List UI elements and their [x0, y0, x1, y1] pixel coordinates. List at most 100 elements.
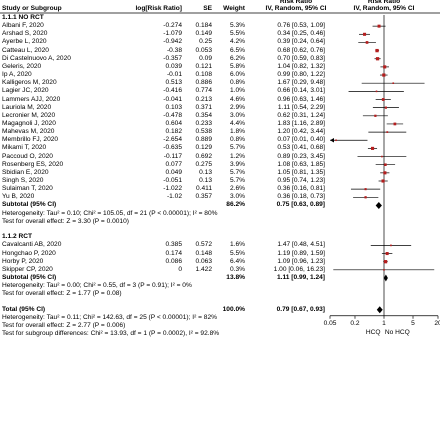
study-logrr: -0.942 — [163, 38, 182, 46]
study-se: 0.13 — [199, 168, 212, 176]
study-se: 1.422 — [195, 265, 212, 273]
x-tick-label: 5 — [411, 319, 415, 327]
point-estimate — [383, 171, 387, 175]
study-se: 0.108 — [195, 71, 212, 79]
study-name: Paccoud O, 2020 — [2, 152, 53, 160]
point-estimate — [375, 48, 379, 53]
study-name: Lecronier M, 2020 — [2, 111, 56, 119]
study-logrr: -2.654 — [163, 136, 182, 144]
study-se: 0.09 — [199, 54, 212, 62]
subgroup-title: 1.1.2 RCT — [2, 233, 33, 241]
study-logrr: -0.051 — [163, 177, 182, 184]
point-estimate — [364, 188, 367, 191]
total-heterogeneity: Heterogeneity: Tau² = 0.11; Chi² = 142.6… — [2, 313, 217, 321]
study-ci: 0.66 [0.14, 3.01] — [277, 87, 325, 95]
study-name: Mikami T, 2020 — [2, 144, 47, 152]
study-logrr: -0.01 — [166, 71, 182, 79]
study-weight: 5.8% — [229, 62, 245, 70]
study-logrr: 0.103 — [165, 103, 182, 111]
study-name: Yu B, 2020 — [2, 193, 35, 201]
point-estimate — [374, 114, 377, 117]
study-logrr: -1.02 — [166, 193, 182, 201]
point-estimate — [383, 65, 387, 69]
subtotal-ci: 1.11 [0.99, 1.24] — [276, 273, 325, 281]
study-name: Lagier JC, 2020 — [2, 87, 49, 95]
study-weight: 2.9% — [229, 103, 245, 111]
subtotal-weight: 86.2% — [226, 201, 245, 209]
header-logrr: log[Risk Ratio] — [135, 5, 182, 12]
study-name: Cavalcanti AB, 2020 — [2, 241, 62, 249]
study-ci: 0.96 [0.63, 1.46] — [277, 95, 325, 103]
study-ci: 1.67 [0.29, 9.48] — [277, 79, 325, 87]
study-logrr: 0.513 — [165, 79, 182, 87]
study-logrr: 0.039 — [165, 62, 182, 70]
study-weight: 5.5% — [229, 249, 245, 257]
study-name: Albani F, 2020 — [2, 22, 44, 30]
study-weight: 5.7% — [229, 177, 245, 184]
study-name: Catteau L, 2020 — [2, 46, 49, 54]
total-weight: 100.0% — [222, 305, 245, 313]
study-se: 0.184 — [195, 22, 212, 30]
study-weight: 6.5% — [229, 46, 245, 54]
point-estimate — [364, 196, 367, 199]
study-ci: 1.19 [0.89, 1.59] — [277, 249, 325, 257]
point-estimate — [393, 122, 397, 126]
study-logrr: 0.385 — [165, 241, 182, 249]
study-weight: 5.7% — [229, 144, 245, 152]
study-logrr: 0.604 — [165, 119, 182, 127]
header-study: Study or Subgroup — [2, 5, 62, 12]
study-weight: 6.0% — [229, 71, 245, 79]
study-weight: 4.4% — [229, 119, 245, 127]
study-ci: 0.39 [0.24, 0.64] — [277, 38, 325, 46]
overall-effect-text: Test for overall effect: Z = 3.30 (P = 0… — [2, 217, 129, 225]
study-se: 0.063 — [195, 257, 212, 265]
study-weight: 0.3% — [229, 265, 245, 273]
study-logrr: -0.274 — [163, 22, 182, 30]
study-weight: 5.7% — [229, 168, 245, 176]
overall-effect-text: Test for overall effect: Z = 1.77 (P = 0… — [2, 290, 122, 298]
study-name: Geleris, 2020 — [2, 62, 42, 70]
study-name: Sbidian E, 2020 — [2, 168, 49, 176]
study-name: Lauriola M, 2020 — [2, 103, 52, 111]
point-estimate — [381, 155, 383, 158]
point-estimate — [383, 260, 388, 264]
study-ci: 1.05 [0.81, 1.35] — [277, 168, 325, 176]
study-se: 0.149 — [195, 30, 212, 38]
point-estimate — [381, 98, 385, 101]
point-estimate — [382, 73, 386, 77]
study-weight: 0.8% — [229, 79, 245, 87]
study-ci: 0.36 [0.18, 0.73] — [277, 193, 325, 201]
point-estimate — [385, 252, 389, 256]
study-ci: 0.76 [0.53, 1.09] — [277, 22, 325, 30]
study-se: 0.213 — [195, 95, 212, 103]
subtotal-weight: 13.8% — [226, 273, 245, 281]
study-weight: 1.2% — [229, 152, 245, 160]
point-estimate — [383, 269, 385, 271]
study-name: Horby P, 2020 — [2, 257, 44, 265]
study-weight: 2.6% — [229, 185, 245, 193]
study-name: Sulaiman T, 2020 — [2, 185, 53, 193]
study-weight: 6.2% — [229, 54, 245, 62]
study-name: Rosenberg ES, 2020 — [2, 160, 64, 168]
study-weight: 5.3% — [229, 22, 245, 30]
study-ci: 0.68 [0.62, 0.76] — [277, 46, 325, 54]
study-ci: 1.83 [1.16, 2.89] — [277, 119, 325, 127]
study-name: Ayerbe L, 2020 — [2, 38, 47, 46]
ci-arrow — [330, 138, 334, 143]
study-logrr: -0.416 — [163, 87, 182, 95]
heterogeneity-text: Heterogeneity: Tau² = 0.00; Chi² = 0.55,… — [2, 282, 192, 290]
study-se: 0.121 — [195, 62, 212, 70]
x-tick-label: 0.2 — [350, 319, 360, 327]
study-name: Ip A, 2020 — [2, 71, 32, 79]
study-logrr: 0.086 — [165, 257, 182, 265]
study-se: 0.148 — [195, 249, 212, 257]
header-rr-sub: IV, Random, 95% CI — [265, 5, 327, 12]
study-name: Kalligeros M, 2020 — [2, 79, 57, 87]
study-se: 0.411 — [195, 185, 212, 193]
study-se: 0.572 — [195, 241, 212, 249]
study-weight: 1.0% — [229, 87, 245, 95]
study-logrr: -0.38 — [166, 46, 182, 54]
point-estimate — [375, 90, 378, 93]
study-ci: 1.04 [0.82, 1.32] — [277, 62, 325, 70]
